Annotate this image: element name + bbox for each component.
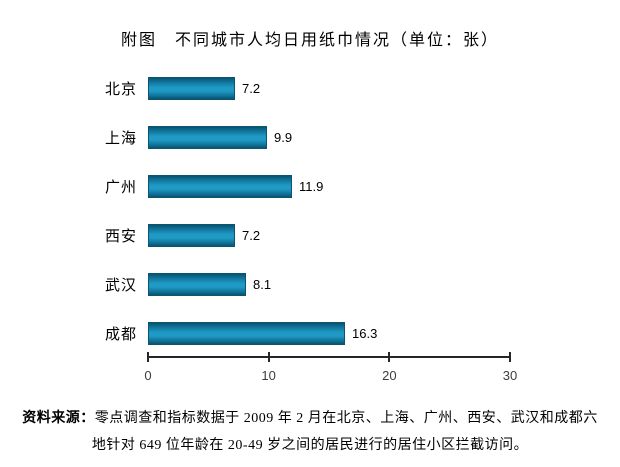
category-label: 广州: [104, 180, 137, 196]
bar-row: 成都 16.3: [0, 309, 620, 358]
x-axis: 0 10 20 30: [144, 352, 517, 398]
value-label: 8.1: [253, 277, 272, 292]
axis-tick-label: 0: [144, 368, 152, 383]
axis-tick-label: 20: [382, 368, 397, 383]
bar: [148, 77, 235, 100]
category-label: 武汉: [104, 278, 137, 294]
axis-tick: [509, 352, 511, 362]
axis-tick-label: 10: [261, 368, 276, 383]
source-line-2: 地针对 649 位年龄在 20-49 岁之间的居民进行的居住小区拦截访问。: [91, 438, 529, 453]
bar-row: 武汉 8.1: [0, 260, 620, 309]
bar: [148, 175, 292, 198]
bar: [148, 126, 267, 149]
source-text-1: 零点调查和指标数据于 2009 年 2 月在北京、上海、广州、西安、武汉和成都六: [94, 411, 598, 426]
category-label: 成都: [104, 327, 137, 343]
axis-tick-label: 30: [502, 368, 518, 383]
category-label: 西安: [104, 229, 137, 245]
bar-row: 上海 9.9: [0, 113, 620, 162]
category-label: 上海: [104, 131, 137, 147]
bar: [148, 224, 235, 247]
value-label: 7.2: [242, 228, 261, 243]
value-label: 7.2: [242, 81, 261, 96]
bar: [148, 273, 246, 296]
bar: [148, 322, 345, 345]
bar-chart: 北京 7.2 上海 9.9 广州 11.9 西安 7.2 武汉 8.1 成都 16.3: [0, 64, 620, 358]
axis-tick: [147, 352, 149, 362]
bar-row: 广州 11.9: [0, 162, 620, 211]
axis-tick: [388, 352, 391, 362]
axis-tick: [267, 352, 270, 362]
value-label: 16.3: [352, 326, 378, 341]
value-label: 11.9: [299, 179, 324, 194]
value-label: 9.9: [274, 130, 293, 145]
chart-title: 附图 不同城市人均日用纸巾情况（单位：张）: [120, 32, 499, 49]
bar-row: 北京 7.2: [0, 64, 620, 113]
source-note: 资料来源：零点调查和指标数据于 2009 年 2 月在北京、上海、广州、西安、武…: [0, 405, 620, 459]
source-prefix: 资料来源：: [22, 411, 95, 426]
source-line-1: 资料来源：零点调查和指标数据于 2009 年 2 月在北京、上海、广州、西安、武…: [0, 405, 620, 432]
bar-row: 西安 7.2: [0, 211, 620, 260]
x-axis-line: [148, 356, 511, 358]
category-label: 北京: [104, 82, 137, 98]
